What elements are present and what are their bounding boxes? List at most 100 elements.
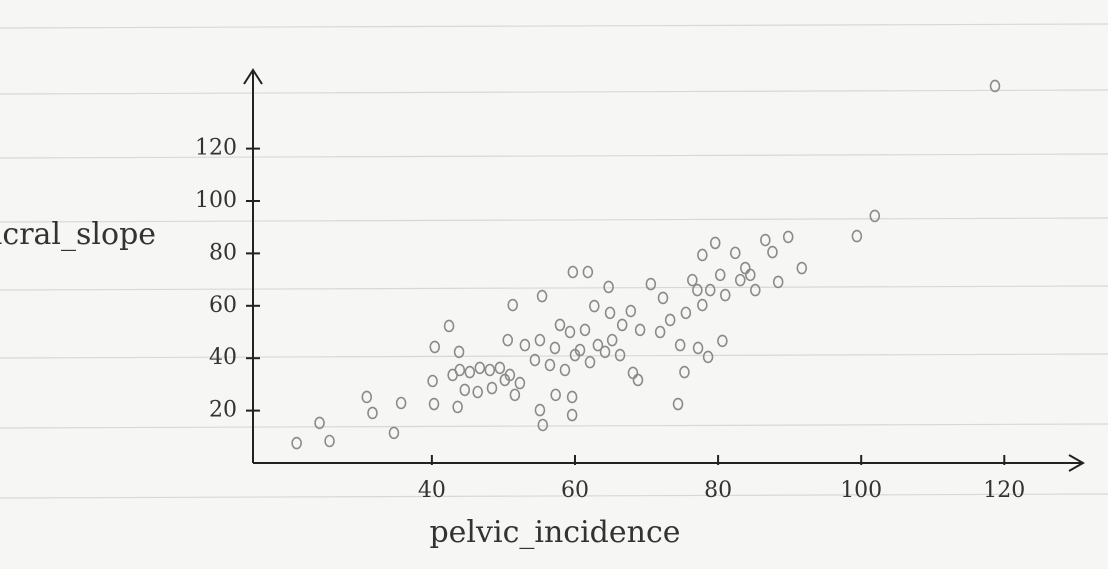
point xyxy=(729,246,741,260)
point xyxy=(749,283,761,297)
point xyxy=(692,283,703,297)
point xyxy=(796,261,808,275)
point xyxy=(582,265,594,279)
point xyxy=(454,363,466,377)
y-tick-label: 100 xyxy=(195,188,237,213)
y-tick-label: 40 xyxy=(209,345,237,370)
point xyxy=(634,323,646,337)
point xyxy=(772,275,784,289)
point xyxy=(395,396,407,410)
x-axis xyxy=(253,454,1086,472)
point xyxy=(603,280,614,294)
point xyxy=(760,233,771,247)
point xyxy=(592,338,604,352)
y-tick-label: 60 xyxy=(209,293,237,318)
point xyxy=(550,388,561,402)
point xyxy=(589,299,600,313)
point xyxy=(549,341,561,355)
point xyxy=(502,333,514,347)
point xyxy=(692,341,704,355)
point xyxy=(566,408,578,422)
point xyxy=(654,325,666,339)
point xyxy=(554,318,566,332)
point xyxy=(486,381,498,395)
x-tick-label: 100 xyxy=(840,478,882,503)
y-axis xyxy=(243,68,263,463)
point xyxy=(428,397,440,411)
point xyxy=(559,363,571,377)
point xyxy=(534,333,546,347)
point xyxy=(697,248,708,262)
point xyxy=(472,385,483,399)
point xyxy=(645,277,657,291)
point xyxy=(519,338,531,352)
x-axis-title: pelvic_incidence xyxy=(429,515,680,550)
point xyxy=(324,434,335,448)
point xyxy=(291,436,302,450)
point xyxy=(534,403,546,417)
point xyxy=(388,426,400,440)
point xyxy=(719,288,731,302)
point xyxy=(687,273,698,287)
point xyxy=(536,289,548,303)
point xyxy=(459,383,471,397)
point xyxy=(734,273,746,287)
point xyxy=(679,365,690,379)
point xyxy=(569,348,581,362)
y-tick-label: 120 xyxy=(195,136,237,161)
point xyxy=(429,340,441,354)
point xyxy=(367,406,378,420)
point xyxy=(714,268,726,282)
point xyxy=(625,304,637,318)
x-tick-label: 80 xyxy=(704,478,732,503)
point xyxy=(989,79,1001,93)
point xyxy=(464,365,476,379)
point xyxy=(514,376,526,390)
x-tick-label: 120 xyxy=(983,478,1025,503)
point xyxy=(606,333,618,347)
point xyxy=(739,261,751,275)
point xyxy=(704,283,716,297)
point xyxy=(427,374,438,388)
point xyxy=(672,397,684,411)
point xyxy=(567,265,579,279)
point xyxy=(709,236,721,250)
point xyxy=(697,298,708,312)
point xyxy=(509,388,521,402)
paper-lines xyxy=(0,23,1108,499)
x-tick-label: 40 xyxy=(418,478,446,503)
point xyxy=(494,361,506,375)
y-tick-label: 80 xyxy=(209,240,237,265)
x-tick-label: 60 xyxy=(561,478,589,503)
point xyxy=(657,291,669,305)
point xyxy=(584,355,596,369)
point xyxy=(314,416,325,430)
point xyxy=(702,350,714,364)
point xyxy=(544,358,556,372)
point xyxy=(443,319,455,333)
point xyxy=(717,334,728,348)
point xyxy=(767,245,778,259)
point xyxy=(453,345,465,359)
point xyxy=(604,306,616,320)
point xyxy=(499,373,511,387)
point xyxy=(680,306,692,320)
point xyxy=(851,229,863,243)
point xyxy=(537,418,549,432)
point xyxy=(452,400,463,414)
y-tick-label: 20 xyxy=(209,398,237,423)
point xyxy=(564,325,576,339)
point xyxy=(674,338,686,352)
point xyxy=(484,363,496,377)
point xyxy=(474,361,486,375)
point xyxy=(632,373,644,387)
point xyxy=(361,390,373,404)
point xyxy=(566,390,578,404)
point xyxy=(529,353,541,367)
point xyxy=(599,345,611,359)
y-axis-title: Sacral_slope xyxy=(0,217,156,252)
point xyxy=(616,318,628,332)
point xyxy=(869,209,881,223)
point xyxy=(614,348,626,362)
